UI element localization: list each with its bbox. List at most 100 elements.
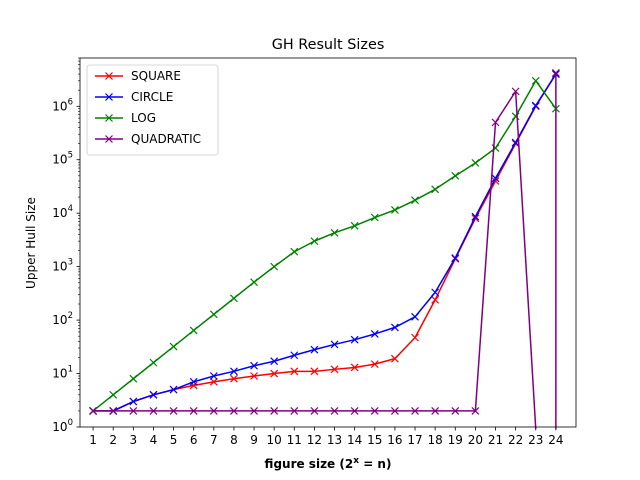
- data-point: [189, 326, 198, 335]
- legend-label: CIRCLE: [131, 90, 173, 104]
- data-point: [149, 406, 158, 415]
- x-tick-label: 9: [250, 433, 258, 447]
- x-axis-title: figure size (2x = n): [265, 456, 392, 471]
- x-tick-label: 5: [170, 433, 178, 447]
- plot-frame: [79, 57, 577, 428]
- x-tick-label: 1: [89, 433, 97, 447]
- x-tick-label: 4: [150, 433, 158, 447]
- x-tick-label: 6: [190, 433, 198, 447]
- data-point: [109, 406, 118, 415]
- data-point: [350, 335, 359, 344]
- x-tick-label: 3: [130, 433, 138, 447]
- data-point: [390, 323, 399, 332]
- legend-item-square: SQUARE: [95, 69, 181, 83]
- y-tick-label-base: 10: [52, 313, 67, 327]
- data-point: [169, 342, 178, 351]
- data-point: [390, 354, 399, 363]
- data-point: [350, 406, 359, 415]
- data-point: [431, 185, 440, 194]
- y-tick-label-exponent: 0: [68, 418, 73, 428]
- data-point: [370, 330, 379, 338]
- data-point: [230, 374, 238, 383]
- data-point: [270, 357, 279, 366]
- data-point: [491, 118, 500, 127]
- data-point: [511, 87, 520, 96]
- y-tick-label-exponent: 6: [68, 97, 73, 107]
- y-tick-label-base: 10: [52, 420, 67, 434]
- y-tick-label-exponent: 4: [68, 204, 73, 214]
- data-point: [169, 385, 178, 394]
- series-line-circle: [93, 73, 557, 412]
- data-point: [310, 406, 319, 415]
- y-tick-label-exponent: 2: [68, 311, 73, 321]
- data-point: [290, 247, 299, 256]
- data-point: [451, 406, 460, 415]
- y-tick-label-exponent: 3: [68, 258, 73, 268]
- x-tick-label: 2: [109, 433, 117, 447]
- series-layer: [89, 69, 560, 430]
- x-axis-title-superscript: x: [353, 456, 359, 466]
- x-tick-label: 17: [407, 433, 422, 447]
- legend-marker: [105, 93, 113, 101]
- x-tick-label: 22: [508, 433, 523, 447]
- y-tick-label: 100: [52, 418, 73, 434]
- data-point: [209, 372, 218, 380]
- data-point: [250, 278, 258, 287]
- data-point: [411, 333, 419, 342]
- data-point: [330, 340, 339, 349]
- data-point: [290, 351, 299, 360]
- chart-title: GH Result Sizes: [272, 37, 385, 53]
- data-point: [451, 171, 460, 180]
- data-point: [250, 406, 258, 415]
- x-tick-label: 20: [468, 433, 483, 447]
- data-point: [89, 406, 98, 415]
- y-tick-label: 106: [52, 97, 73, 113]
- legend-label: LOG: [131, 111, 156, 125]
- y-tick-label-exponent: 5: [68, 151, 73, 161]
- data-point: [230, 406, 238, 415]
- data-point: [471, 406, 480, 415]
- data-point: [370, 406, 379, 415]
- legend-label: QUADRATIC: [131, 132, 201, 146]
- data-point: [129, 406, 138, 415]
- x-axis: 1 2 3 4 5 6 7 8 9 10 11 12 13 14 15 16 17 18 19 20 21 22 23 24: [89, 427, 564, 447]
- y-axis-title: Upper Hull Size: [24, 197, 38, 289]
- y-tick-label-base: 10: [52, 367, 67, 381]
- y-tick-label-base: 10: [52, 260, 67, 274]
- data-point: [511, 112, 520, 121]
- y-tick-label-exponent: 1: [68, 365, 73, 375]
- data-point: [149, 390, 158, 399]
- data-point: [531, 76, 540, 85]
- data-point: [230, 294, 238, 303]
- x-tick-label: 21: [488, 433, 503, 447]
- data-point: [310, 237, 319, 246]
- data-point: [531, 101, 540, 110]
- legend-item-quadratic: QUADRATIC: [95, 132, 201, 146]
- y-tick-label-base: 10: [52, 153, 67, 167]
- legend-marker: [105, 114, 113, 122]
- data-point: [129, 397, 138, 406]
- x-tick-label: 24: [548, 433, 563, 447]
- x-tick-label: 14: [347, 433, 362, 447]
- legend-label: SQUARE: [131, 69, 181, 83]
- x-tick-label: 12: [307, 433, 322, 447]
- data-point: [310, 345, 319, 354]
- legend-box: [86, 64, 219, 156]
- y-tick-label: 104: [52, 204, 73, 220]
- x-tick-label: 19: [448, 433, 463, 447]
- legend-marker: [105, 135, 113, 143]
- legend-item-circle: CIRCLE: [95, 90, 173, 104]
- data-point: [390, 206, 399, 214]
- data-point: [109, 390, 118, 399]
- x-axis-title-tail: = n): [359, 457, 391, 471]
- data-point: [330, 365, 339, 374]
- data-point: [189, 377, 198, 386]
- series-log: [89, 76, 560, 415]
- x-tick-label: 8: [230, 433, 238, 447]
- data-point: [551, 69, 560, 77]
- data-point: [310, 367, 319, 376]
- data-point: [370, 213, 379, 222]
- data-point: [209, 310, 218, 319]
- data-point: [330, 228, 339, 237]
- x-tick-label: 16: [387, 433, 402, 447]
